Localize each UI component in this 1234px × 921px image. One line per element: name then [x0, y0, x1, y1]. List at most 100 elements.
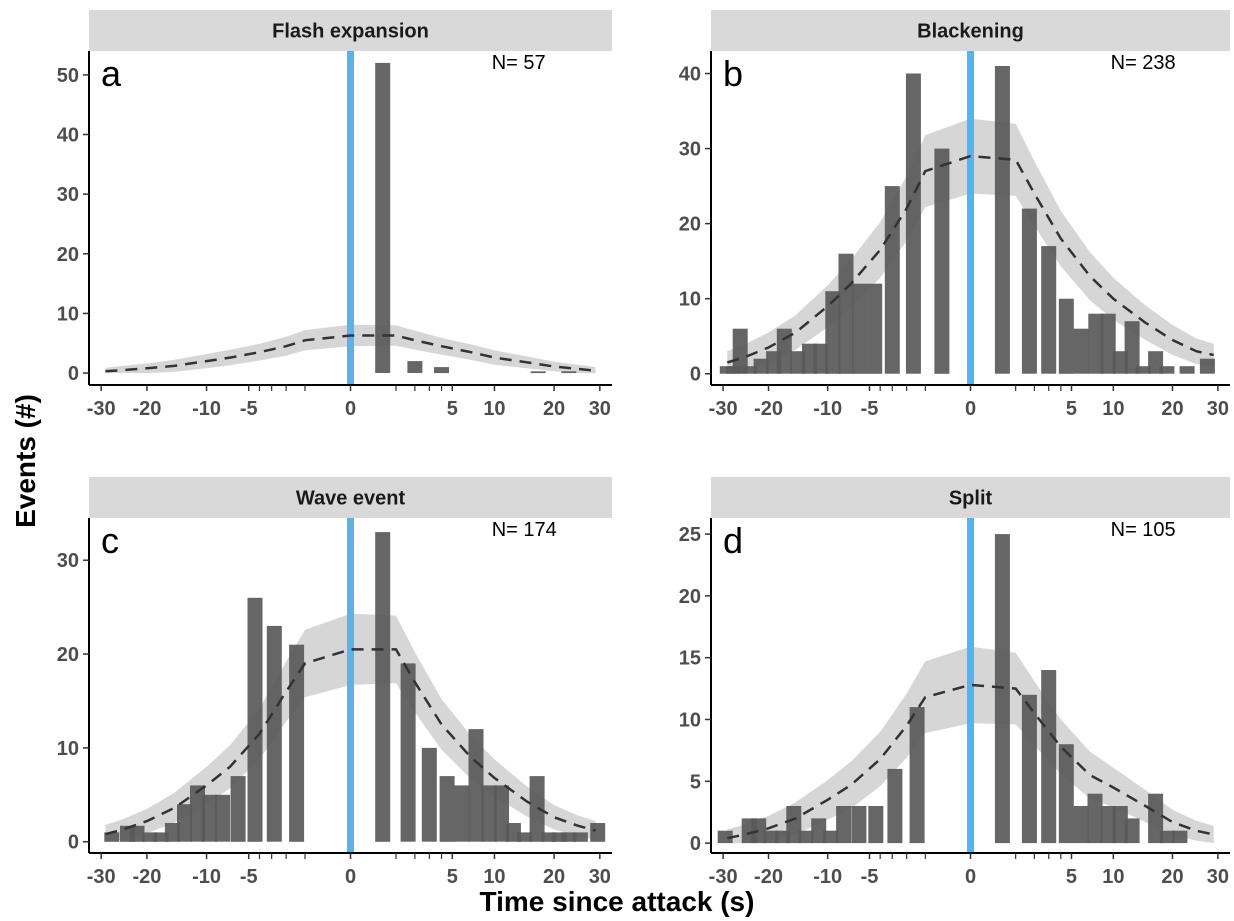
- histogram-bar: [551, 832, 567, 842]
- histogram-bar: [561, 832, 577, 842]
- x-tick-label: 5: [447, 398, 458, 420]
- histogram-bar: [905, 73, 921, 374]
- histogram-bar: [1100, 313, 1116, 374]
- histogram-bar: [1021, 694, 1037, 844]
- histogram-bar: [741, 366, 757, 374]
- histogram-bar: [230, 776, 246, 842]
- histogram-bar: [153, 832, 169, 842]
- y-tick-label: 25: [679, 524, 701, 546]
- x-tick-label: -20: [132, 398, 161, 420]
- y-tick-label: 0: [68, 832, 79, 854]
- histogram-bar: [825, 291, 841, 374]
- histogram-bar: [1199, 358, 1215, 374]
- trend-line: [105, 334, 596, 373]
- x-tick-label: -10: [813, 398, 842, 420]
- histogram-bar: [838, 253, 854, 374]
- x-tick-label: 10: [1102, 398, 1124, 420]
- histogram-bar: [177, 804, 192, 842]
- histogram-bar: [421, 747, 437, 842]
- histogram-bar: [590, 823, 606, 842]
- histogram-bar: [454, 785, 470, 842]
- confidence-ribbon: [105, 613, 596, 842]
- x-tick-label: -5: [861, 398, 879, 420]
- x-tick-label: -10: [813, 866, 842, 888]
- x-tick-label: 5: [1066, 866, 1077, 888]
- histogram-bar: [1058, 744, 1074, 844]
- x-tick-label: 30: [1207, 398, 1229, 420]
- histogram-bar: [1135, 366, 1151, 374]
- confidence-ribbon: [105, 324, 596, 374]
- facet-strip: [89, 477, 612, 518]
- histogram-bar: [494, 785, 509, 842]
- sample-size-label: N= 105: [1111, 519, 1176, 541]
- histogram-bar: [529, 776, 545, 842]
- x-tick-label: 0: [965, 866, 976, 888]
- x-tick-label: 20: [543, 866, 565, 888]
- y-tick-label: 20: [57, 644, 79, 666]
- y-tick-label: 10: [679, 709, 701, 731]
- histogram-bar: [790, 351, 806, 374]
- histogram-bar: [468, 729, 484, 842]
- x-tick-label: -20: [132, 866, 161, 888]
- y-tick-label: 40: [57, 125, 79, 147]
- facet-strip-title: Split: [949, 488, 993, 510]
- y-tick-label: 0: [690, 364, 701, 386]
- x-tick-label: -5: [861, 866, 879, 888]
- histogram-bar: [1112, 351, 1128, 374]
- histogram-bar: [763, 830, 779, 844]
- histogram-bar: [516, 832, 532, 842]
- histogram-bar: [439, 776, 455, 842]
- histogram-bar: [1148, 351, 1164, 374]
- facet-strip: [89, 10, 612, 51]
- histogram-bar: [481, 785, 497, 842]
- histogram-bar: [530, 371, 546, 374]
- x-tick-label: -30: [87, 866, 116, 888]
- histogram-bar: [732, 328, 748, 374]
- histogram-bar: [289, 644, 305, 842]
- histogram-bar: [753, 358, 769, 374]
- histogram-bar: [375, 62, 391, 374]
- histogram-bar: [1124, 818, 1140, 844]
- histogram-bar: [851, 806, 867, 844]
- y-tick-label: 30: [57, 550, 79, 572]
- x-tick-label: 10: [1102, 866, 1124, 888]
- x-tick-label: 30: [589, 866, 611, 888]
- y-tick-label: 0: [690, 833, 701, 855]
- x-tick-label: 20: [543, 398, 565, 420]
- histogram-bar: [572, 832, 588, 842]
- histogram-bar: [375, 532, 391, 842]
- histogram-bar: [1148, 793, 1164, 844]
- x-tick-label: 0: [965, 398, 976, 420]
- histogram-bar: [1041, 670, 1057, 844]
- histogram-bar: [994, 66, 1010, 374]
- histogram-bar: [786, 806, 802, 844]
- histogram-bar: [400, 663, 416, 842]
- y-tick-label: 20: [679, 586, 701, 608]
- histogram-bar: [823, 830, 839, 844]
- histogram-bar: [884, 186, 900, 374]
- sample-size-label: N= 238: [1111, 52, 1176, 74]
- histogram-bar: [1100, 806, 1116, 844]
- histogram-bar: [1112, 806, 1128, 844]
- panel-b: Blackening 0 10 20 30 40 -30 -20 -10 -5 0 5 10 20 30 b N…: [679, 10, 1230, 420]
- y-tick-label: 20: [57, 244, 79, 266]
- histogram-bar: [1058, 298, 1074, 374]
- x-tick-label: 30: [1207, 866, 1229, 888]
- histogram-bar: [887, 768, 903, 844]
- x-tick-label: -20: [754, 866, 783, 888]
- histogram-bar: [142, 832, 157, 842]
- x-tick-label: -30: [709, 398, 738, 420]
- histogram-bar: [751, 818, 767, 844]
- x-tick-label: 0: [345, 398, 356, 420]
- y-tick-label: 15: [679, 648, 701, 670]
- histogram-bar: [266, 625, 282, 842]
- panel-label: b: [723, 53, 743, 94]
- histogram-bar: [190, 785, 205, 842]
- y-tick-label: 50: [57, 65, 79, 87]
- histogram-bar: [934, 148, 950, 374]
- histogram-bar: [1073, 328, 1089, 374]
- histogram-bar: [1159, 366, 1175, 374]
- histogram-bar: [247, 597, 263, 842]
- y-tick-label: 20: [679, 214, 701, 236]
